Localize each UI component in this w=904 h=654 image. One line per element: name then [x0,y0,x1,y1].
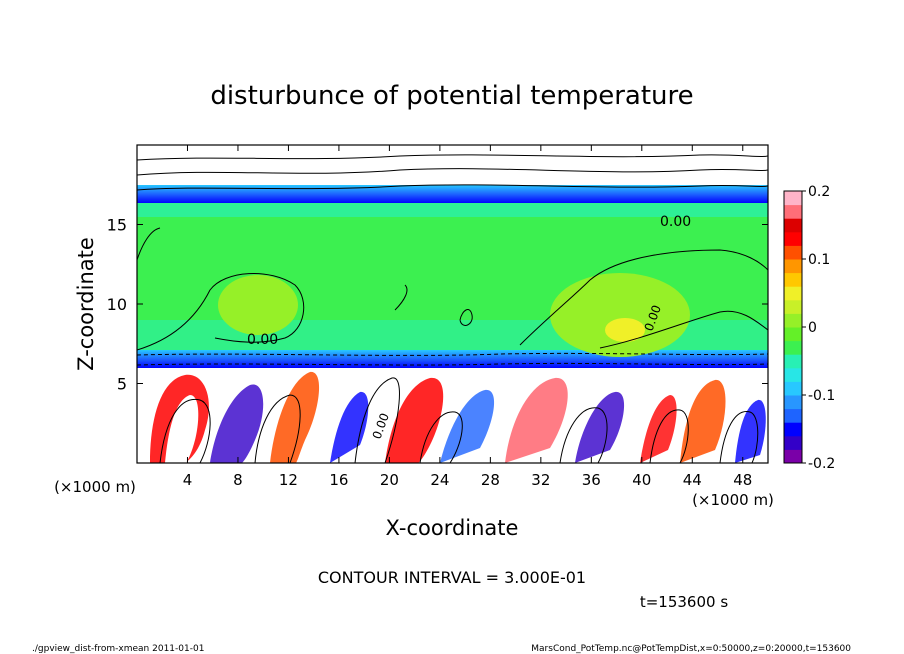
warm-patch-right [550,273,690,357]
x-tick-label: 8 [233,471,243,489]
colorbar-segment [784,259,802,274]
x-tick-label: 44 [683,471,702,489]
colorbar-segment [784,299,802,314]
colorbar-label: 0.2 [808,184,830,200]
x-tick-label: 20 [380,471,399,489]
upper-blue-band [137,185,768,203]
colorbar-segment [784,381,802,396]
colorbar-segment [784,245,802,260]
contour-lines [137,154,768,463]
y-tick-label: 15 [107,216,127,235]
plot-area: 0.00 0.00 0.00 0.00 [137,145,768,463]
warm-patch-left [218,275,298,335]
contour-interval-text: CONTOUR INTERVAL = 3.000E-01 [318,568,586,587]
colorbar-label: -0.1 [808,388,835,404]
colorbar-label: 0.1 [808,252,830,268]
colorbar-segment [784,327,802,342]
y-axis-ticks: 5 10 15 [107,216,768,394]
x-unit-left: (×1000 m) [54,478,136,496]
x-tick-label: 16 [329,471,348,489]
colorbar-segment [784,367,802,382]
footer-right: MarsCond_PotTemp.nc@PotTempDist,x=0:5000… [531,644,851,654]
colorbar-labels: 0.2 0.1 0 -0.1 -0.2 [802,184,835,472]
colorbar-segment [784,408,802,423]
x-axis-ticks: 4 8 12 16 20 24 28 32 36 40 44 48 [183,145,752,489]
x-tick-label: 24 [430,471,449,489]
contour-label-left: 0.00 [247,332,278,348]
x-tick-label: 40 [632,471,651,489]
colorbar-segment [784,231,802,246]
footer-left: ./gpview_dist-from-xmean 2011-01-01 [32,644,204,654]
warm-core-right [605,318,645,342]
colorbar-segment [784,313,802,328]
y-tick-label: 10 [107,295,127,314]
x-tick-label: 48 [733,471,752,489]
x-tick-label: 12 [279,471,298,489]
x-axis-label: X-coordinate [386,516,519,540]
y-tick-label: 5 [117,375,127,394]
x-tick-label: 36 [582,471,601,489]
colorbar-segment [784,395,802,410]
contour-label-right: 0.00 [660,214,691,230]
colorbar-segment [784,272,802,287]
x-tick-label: 4 [183,471,193,489]
colorbar-label: -0.2 [808,456,835,472]
chart-title: disturbunce of potential temperature [210,81,693,111]
colorbar-segment [784,435,802,450]
time-stamp: t=153600 s [640,593,728,611]
x-unit-right: (×1000 m) [692,491,774,509]
colorbar-label: 0 [808,320,817,336]
x-tick-label: 28 [481,471,500,489]
y-axis-label: Z-coordinate [74,237,98,371]
upper-cyan-band [137,203,768,217]
colorbar-segment [784,422,802,437]
colorbar-segment [784,191,802,206]
upper-white-layer [137,145,768,185]
colorbar-segment [784,340,802,355]
colorbar-segment [784,204,802,219]
x-tick-label: 32 [531,471,550,489]
colorbar-segment [784,449,802,464]
colorbar [784,191,802,464]
convective-plumes [150,371,766,463]
colorbar-segment [784,218,802,233]
colorbar-segment [784,286,802,301]
colorbar-segment [784,354,802,369]
